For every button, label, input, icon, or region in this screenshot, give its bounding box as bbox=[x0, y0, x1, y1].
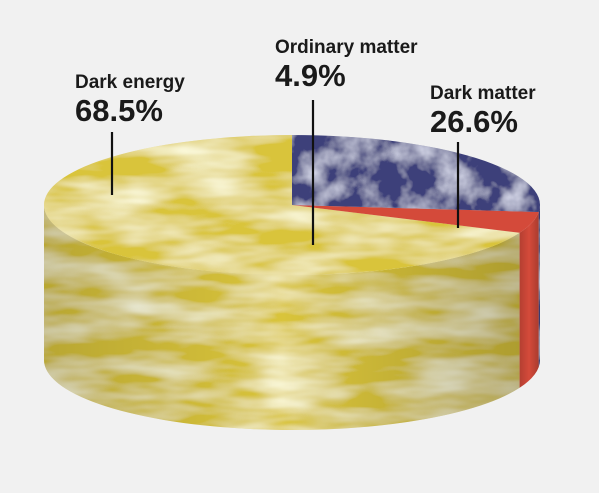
slice-side-shade-dark-energy bbox=[43, 205, 520, 430]
label-dark-energy-name: Dark energy bbox=[75, 72, 185, 93]
label-dark-energy: Dark energy 68.5% bbox=[75, 73, 185, 126]
label-ordinary-matter: Ordinary matter 4.9% bbox=[275, 38, 418, 91]
slice-side-ordinary-matter bbox=[519, 212, 539, 388]
slice-side-dark-matter bbox=[538, 205, 540, 368]
label-dark-matter-value: 26.6% bbox=[430, 104, 518, 139]
slice-ordinary-matter bbox=[292, 205, 539, 233]
slice-side-shade-ordinary-matter bbox=[519, 212, 539, 388]
label-dark-energy-value: 68.5% bbox=[75, 93, 163, 128]
label-dark-matter: Dark matter 26.6% bbox=[430, 84, 536, 137]
slice-side-dark-energy bbox=[43, 205, 520, 430]
slice-dark-matter bbox=[292, 135, 540, 213]
label-ordinary-matter-name: Ordinary matter bbox=[275, 37, 418, 58]
label-dark-matter-name: Dark matter bbox=[430, 83, 536, 104]
slice-dark-energy bbox=[43, 135, 520, 275]
slice-side-shade-dark-matter bbox=[538, 205, 540, 368]
label-ordinary-matter-value: 4.9% bbox=[275, 58, 346, 93]
